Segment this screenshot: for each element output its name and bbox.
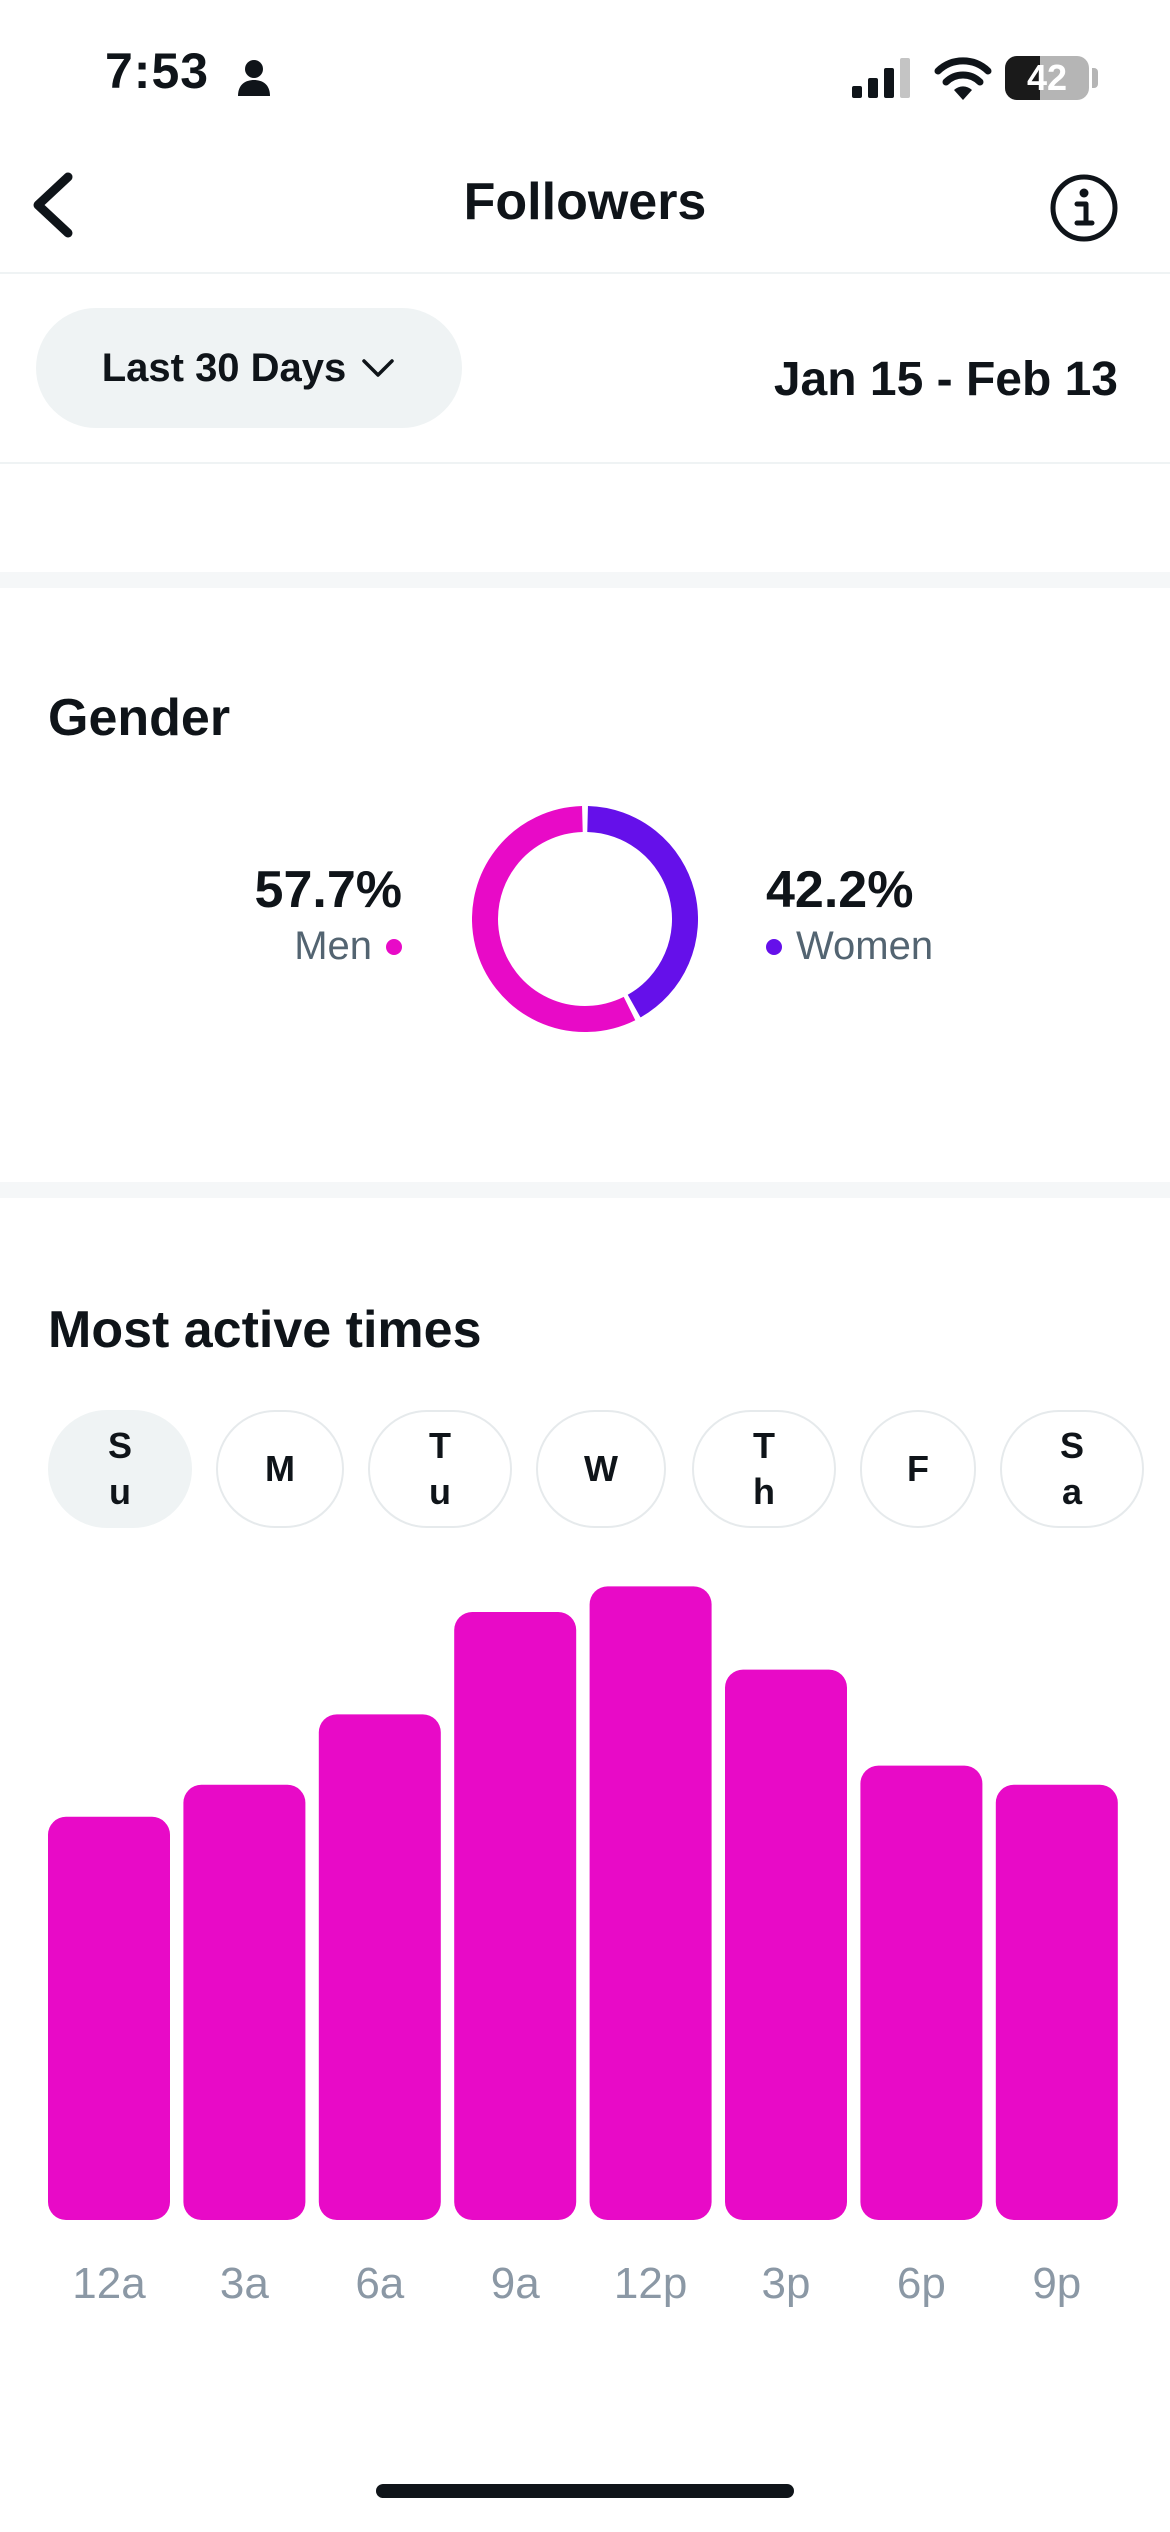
day-pill-letter: T	[429, 1425, 451, 1466]
x-tick-label: 9p	[1032, 2259, 1081, 2308]
day-pill-letter: S	[1059, 1425, 1084, 1466]
person-icon	[238, 60, 270, 96]
women-legend-dot	[766, 938, 782, 955]
day-pill-letter: u	[429, 1471, 451, 1512]
men-legend-dot	[386, 938, 402, 955]
day-pill-letter: S	[107, 1425, 132, 1466]
gender-section-title: Gender	[48, 689, 231, 747]
bar-12a	[48, 1816, 170, 2220]
day-pill[interactable]: F	[860, 1410, 976, 1528]
bar-9a	[454, 1612, 577, 2220]
info-icon[interactable]	[1048, 172, 1120, 244]
date-range-dropdown[interactable]: Last 30 Days	[36, 308, 462, 428]
active-times-bar-chart: 12a 3a 6a 9a 12p 3p 6p 9p	[48, 1586, 1118, 2308]
day-pill-letter: u	[109, 1471, 131, 1512]
page-title: Followers	[463, 173, 707, 231]
donut-segment-men	[472, 806, 636, 1032]
battery-nub	[1092, 68, 1098, 88]
cellular-signal-icon	[852, 58, 910, 98]
section-separator	[0, 572, 1170, 588]
women-percentage: 42.2%	[766, 861, 914, 919]
date-range-dropdown-label: Last 30 Days	[101, 345, 347, 390]
filter-divider	[0, 462, 1170, 464]
x-tick-label: 12a	[72, 2259, 146, 2308]
x-tick-label: 3p	[762, 2259, 811, 2308]
day-pill-letter: a	[1061, 1471, 1083, 1512]
day-pill-letter: F	[907, 1448, 929, 1489]
day-pill[interactable]: W	[536, 1410, 666, 1528]
day-pill-letter: h	[753, 1471, 775, 1512]
women-label: Women	[796, 924, 934, 968]
x-tick-label: 9a	[491, 2259, 540, 2308]
men-legend: Men	[294, 924, 402, 969]
bar-3a	[183, 1784, 306, 2220]
day-pill-letter: T	[753, 1425, 775, 1466]
back-arrow-icon[interactable]	[20, 165, 90, 245]
bar-9p	[995, 1784, 1118, 2220]
day-pill-letter: W	[584, 1448, 618, 1489]
date-range-text: Jan 15 - Feb 13	[773, 353, 1118, 406]
bar-6a	[318, 1714, 441, 2220]
gender-donut-chart	[472, 806, 698, 1032]
section-separator	[0, 1182, 1170, 1198]
bar-3p	[725, 1669, 847, 2220]
women-legend: Women	[766, 924, 933, 969]
day-pill-letter: M	[265, 1448, 295, 1489]
status-time: 7:53	[105, 43, 210, 99]
wifi-icon	[934, 57, 992, 100]
battery-level-text: 42	[1026, 57, 1068, 98]
day-pill[interactable]: M	[216, 1410, 344, 1528]
header-divider	[0, 272, 1170, 274]
men-percentage: 57.7%	[254, 861, 402, 919]
home-indicator	[376, 2484, 794, 2498]
bar-12p	[589, 1586, 712, 2220]
men-label: Men	[294, 924, 372, 968]
bar-6p	[860, 1765, 983, 2220]
battery-icon: 42	[1005, 56, 1089, 100]
chevron-down-icon	[362, 359, 395, 377]
x-tick-label: 6a	[355, 2259, 404, 2308]
donut-segment-women	[586, 806, 698, 1018]
active-times-section-title: Most active times	[48, 1301, 482, 1359]
x-tick-label: 3a	[220, 2259, 269, 2308]
x-tick-label: 12p	[614, 2259, 687, 2308]
x-tick-label: 6p	[897, 2259, 946, 2308]
